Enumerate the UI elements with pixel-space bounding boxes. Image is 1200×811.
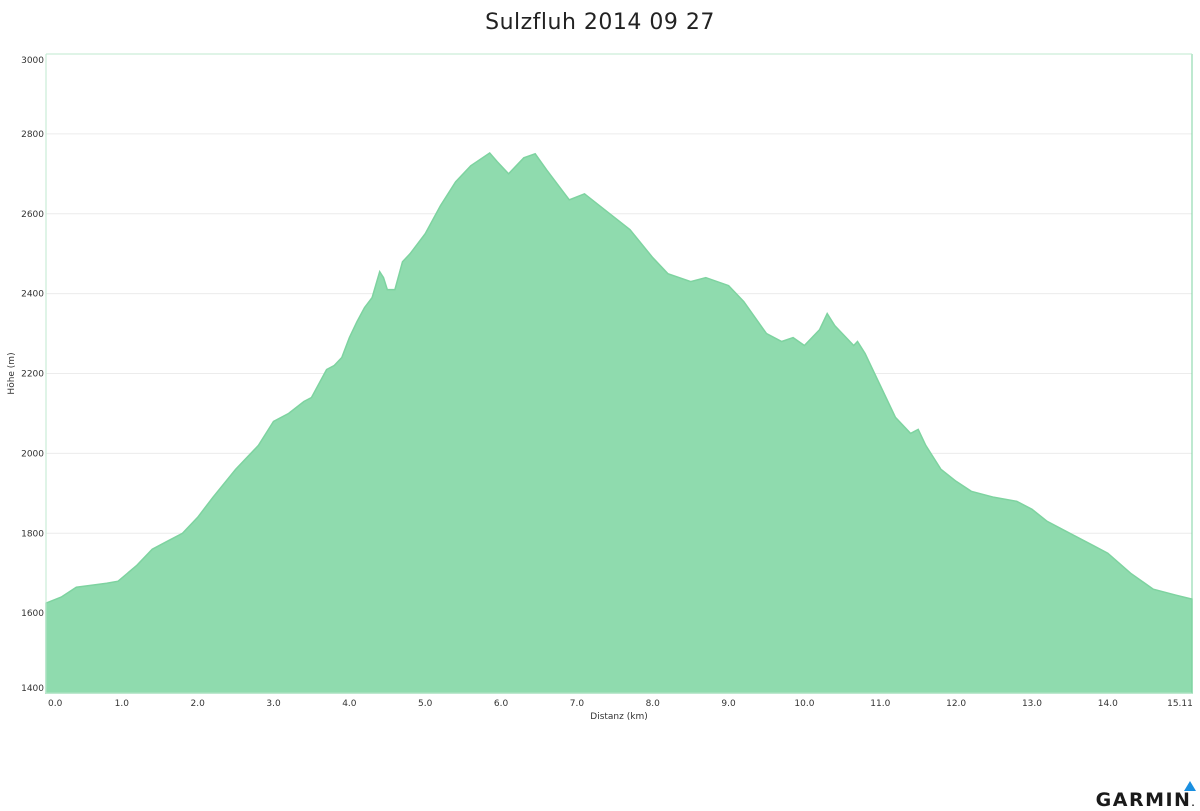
y-tick-label: 2800: [21, 130, 44, 140]
y-axis-label: Höhe (m): [7, 352, 17, 394]
garmin-logo-triangle-icon: [1184, 781, 1196, 791]
x-tick-label: 0.0: [48, 699, 63, 709]
x-tick-label: 4.0: [342, 699, 357, 709]
x-tick-label: 11.0: [870, 699, 890, 709]
chart-title: Sulzfluh 2014 09 27: [485, 10, 715, 35]
y-tick-label: 2600: [21, 210, 44, 220]
y-tick-label: 2400: [21, 290, 44, 300]
x-tick-label: 14.0: [1098, 699, 1118, 709]
x-tick-label: 15.11: [1167, 699, 1193, 709]
x-tick-label: 12.0: [946, 699, 966, 709]
garmin-logo: GARMIN.: [1095, 789, 1196, 811]
y-tick-label: 2000: [21, 449, 44, 459]
y-tick-label: 1800: [21, 529, 44, 539]
x-tick-label: 1.0: [115, 699, 130, 709]
y-tick-label: 1600: [21, 609, 44, 619]
x-tick-label: 5.0: [418, 699, 433, 709]
x-tick-label: 2.0: [191, 699, 206, 709]
x-tick-label: 13.0: [1022, 699, 1042, 709]
x-tick-label: 8.0: [646, 699, 661, 709]
x-tick-label: 7.0: [570, 699, 585, 709]
elevation-area: [45, 152, 1193, 694]
plot-border: [45, 53, 1193, 694]
x-tick-label: 10.0: [794, 699, 814, 709]
x-tick-label: 3.0: [266, 699, 281, 709]
y-tick-label: 2200: [21, 370, 44, 380]
x-tick-label: 6.0: [494, 699, 509, 709]
y-tick-label: 3000: [21, 56, 44, 66]
y-axis-ticks: 1400 1600 1800 2000 2200 2400 2600 2800 3000: [21, 56, 44, 694]
x-tick-label: 9.0: [721, 699, 736, 709]
x-axis-label: Distanz (km): [590, 712, 647, 722]
y-tick-label: 1400: [21, 684, 44, 694]
x-axis-ticks: 0.0 1.0 2.0 3.0 4.0 5.0 6.0 7.0 8.0 9.0 10.0 11.0 12…: [48, 699, 1193, 709]
